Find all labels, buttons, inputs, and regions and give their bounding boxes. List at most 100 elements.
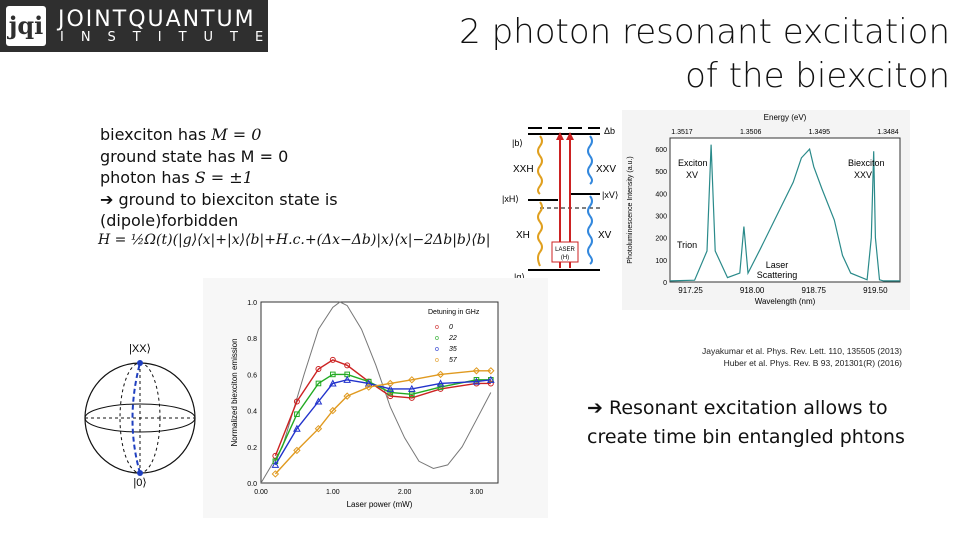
reference-curve: [260, 301, 492, 484]
data-point: [436, 370, 445, 379]
y-tick-label: 1.0: [247, 300, 257, 307]
top-tick-label: 1.3495: [809, 129, 831, 136]
emission-chart: 0.00 1.00 2.00 3.00 0.0 0.2 0.4 0.6 0.8 1.0 Laser …: [230, 300, 499, 509]
legend-marker-circle: o: [435, 324, 439, 331]
x-axis-label: Laser power (mW): [347, 500, 413, 509]
hamiltonian-equation: H = ½Ω(t)(|g⟩⟨x|+|x⟩⟨b|+H.c.+(Δx−Δb)|x⟩⟨…: [98, 232, 491, 248]
data-point: [271, 460, 280, 468]
state-top-dot: [137, 360, 143, 366]
data-point: [364, 379, 373, 387]
series-line-22: [274, 373, 491, 462]
arrowhead-icon: [566, 132, 574, 140]
y-axis-label: Normalized biexciton emission: [230, 338, 239, 446]
bullet-3: photon has S = ±1: [100, 167, 480, 189]
data-point: [437, 384, 444, 390]
bullet-2-text: ground state has M = 0: [100, 146, 289, 166]
data-point: [294, 411, 300, 418]
slide-title: 2 photon resonant excitation of the biex…: [450, 10, 950, 98]
y-tick-label: 0.8: [247, 336, 257, 343]
bloch-sphere: |XX⟩ |0⟩: [84, 343, 196, 489]
data-point: [408, 394, 415, 401]
series-line-57: [274, 370, 491, 475]
trajectory: [131, 362, 141, 474]
data-point: [409, 391, 415, 398]
label-xh: |xH⟩: [502, 194, 519, 204]
xxv-wave: [587, 135, 593, 185]
top-axis-label: Energy (eV): [764, 113, 807, 122]
data-point: [407, 384, 416, 392]
top-tick-label: 1.3506: [740, 129, 762, 136]
data-point: [387, 389, 394, 396]
xh-wave: [537, 201, 543, 267]
spectrum-figure: 917.25 918.00 918.75 919.50 1.3517 1.3506 1.34…: [622, 110, 910, 310]
annotation-xv: XV: [686, 170, 698, 180]
data-point: [293, 424, 301, 432]
y-tick-label: 100: [655, 258, 667, 265]
legend-label: 0: [449, 324, 453, 331]
x-tick-label: 918.00: [740, 286, 765, 295]
y-tick-label: 500: [655, 169, 667, 176]
data-point: [487, 367, 495, 375]
y-tick-label: 600: [655, 147, 667, 154]
legend-marker-triangle: o: [435, 346, 439, 353]
top-tick-label: 1.3517: [671, 129, 693, 136]
annotation-trion: Trion: [677, 240, 697, 250]
data-point: [315, 365, 322, 372]
data-point: [314, 424, 323, 433]
data-point: [293, 446, 301, 455]
legend-label: 35: [449, 346, 457, 353]
xxh-wave: [537, 135, 543, 195]
conclusion: ➔ Resonant excitation allows to create t…: [587, 394, 907, 452]
conclusion-text: Resonant excitation allows to create tim…: [587, 397, 905, 448]
label-delta-b: Δb: [604, 126, 615, 136]
bloch-top-label: |XX⟩: [129, 343, 151, 355]
y-tick-label: 0.2: [247, 445, 257, 452]
arrow-icon: ➔: [587, 397, 603, 419]
data-point: [314, 397, 323, 405]
state-bottom-dot: [137, 470, 143, 476]
logo: jqi JOINTQUANTUM INSTITUTE: [0, 0, 268, 52]
label-b: |b⟩: [512, 138, 523, 148]
annotation-laser: Laser: [766, 260, 789, 270]
data-point: [293, 398, 300, 405]
arrowhead-icon: [556, 132, 564, 140]
bullet-1-math: M = 0: [211, 125, 262, 144]
legend-label: 57: [449, 357, 458, 364]
xv-wave: [587, 195, 593, 265]
data-point: [343, 392, 351, 400]
data-point: [408, 376, 416, 384]
y-tick-label: 300: [655, 214, 667, 221]
y-axis-label: Photoluminescence Intensity (a.u.): [627, 156, 634, 263]
data-point: [330, 371, 336, 378]
label-xxv: XXV: [596, 164, 616, 175]
laser-pol-label: (H): [561, 255, 569, 261]
x-tick-label: 3.00: [470, 489, 484, 496]
data-point: [436, 379, 445, 387]
x-tick-label: 1.00: [326, 489, 340, 496]
bullet-4: ➔ ground to biexciton state is (dipole)f…: [100, 189, 480, 232]
emission-figure: 0.00 1.00 2.00 3.00 0.0 0.2 0.4 0.6 0.8 1.0 Laser …: [203, 278, 548, 518]
annotation-xxv: XXV: [854, 170, 872, 180]
label-xv-photon: XV: [598, 230, 612, 241]
data-point: [315, 380, 322, 387]
data-point: [344, 362, 351, 369]
energy-level-diagram: LASER (H) |b⟩ Δb XXH XXV |xH⟩ |xV⟩ XH XV…: [502, 126, 618, 282]
legend-title: Detuning in GHz: [428, 309, 480, 316]
data-point: [386, 384, 395, 392]
label-g: |g⟩: [514, 272, 525, 282]
bullet-3-math: S = ±1: [194, 168, 253, 187]
label-xh-photon: XH: [516, 230, 530, 241]
references: Jayakumar et al. Phys. Rev. Lett. 110, 1…: [560, 345, 902, 369]
bullet-1-text: biexciton has: [100, 125, 212, 144]
legend-label: 22: [448, 335, 457, 342]
data-point: [386, 379, 394, 388]
legend-marker-square: o: [435, 335, 439, 342]
x-axis-label: Wavelength (nm): [755, 297, 816, 306]
x-tick-label: 917.25: [678, 286, 703, 295]
x-tick-label: 0.00: [254, 489, 268, 496]
bullet-3-text: photon has: [100, 168, 195, 187]
x-tick-label: 919.50: [863, 286, 888, 295]
bullet-2: ground state has M = 0: [100, 146, 480, 168]
data-point: [329, 406, 337, 415]
y-tick-label: 0: [663, 280, 667, 287]
